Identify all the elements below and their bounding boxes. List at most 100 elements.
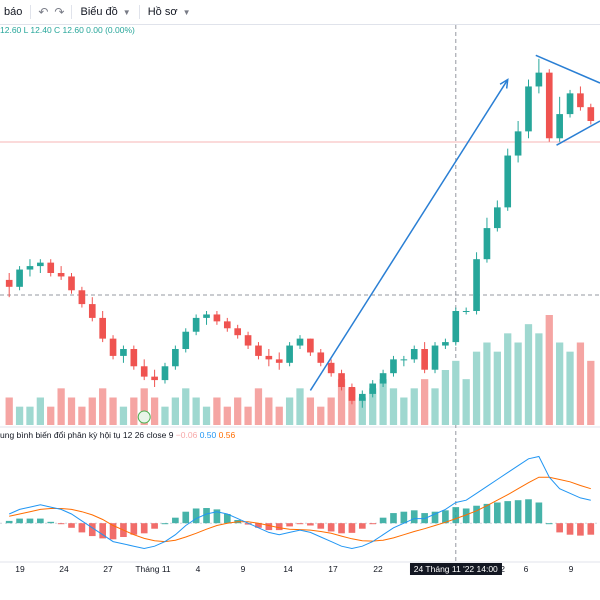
macd-histogram-bar [47,521,55,524]
macd-histogram-bar [556,523,563,533]
candle-body [120,349,127,356]
volume-bar [119,406,128,425]
candle-body [99,317,106,339]
macd-signal-value: 0.56 [218,430,236,440]
macd-histogram-bar [390,513,397,524]
macd-histogram-bar [172,517,179,524]
macd-histogram-bar [483,503,491,524]
macd-histogram-bar [379,517,387,524]
time-axis-label: 9 [568,564,574,574]
macd-histogram-bar [223,514,231,524]
volume-bar [150,397,159,425]
profile-menu-button[interactable]: Hồ sơ ▼ [144,0,195,24]
crosshair-time-label: 24 Tháng 11 '22 14:00 [409,563,502,575]
candle-body [161,366,169,381]
candle-body [431,345,439,370]
macd-histogram-bar [577,523,584,536]
macd-histogram-bar [109,523,117,540]
candle-body [130,349,138,367]
volume-bar [99,388,107,425]
candle-body [358,393,366,401]
macd-histogram-bar [213,509,221,524]
volume-bar [47,406,55,425]
volume-bar [420,379,429,425]
candle-body [504,155,512,208]
volume-bar [254,388,263,425]
macd-histogram-bar [68,523,75,528]
candle-body [327,362,335,374]
toolbar-divider [30,5,32,19]
macd-histogram-bar [358,523,366,529]
triangle-lower-line [556,120,600,146]
candle-body [26,266,34,270]
macd-histogram-bar [431,511,439,524]
alert-button[interactable]: báo [0,0,26,24]
candle-body [525,86,532,132]
candle-body [338,373,345,387]
candle-body [317,352,325,363]
top-toolbar: báo ↶ ↷ Biểu đồ ▼ Hồ sơ ▼ [0,0,600,25]
candle-body [494,207,501,229]
volume-bar [213,397,221,425]
macd-histogram-bar [16,518,23,524]
volume-bar [67,397,76,425]
volume-bar [452,360,460,425]
macd-histogram-bar [286,523,293,527]
volume-bar [285,397,294,425]
candle-body [410,349,418,360]
candle-body [109,338,117,356]
toolbar-divider [71,5,73,19]
volume-bar [431,388,439,425]
event-marker-icon [137,410,151,424]
volume-bar [140,388,148,425]
macd-histogram-bar [545,523,553,525]
volume-bar [462,379,470,425]
candle-body [535,72,543,87]
macd-histogram-bar [400,511,408,524]
macd-histogram-bar [275,523,283,531]
macd-histogram-bar [57,523,65,525]
candle-body [483,228,491,260]
volume-bar [327,397,335,425]
time-axis-label: 22 [373,564,383,574]
macd-line [8,455,591,550]
profile-menu-label: Hồ sơ [147,6,178,18]
candle-body [244,335,252,346]
macd-histogram-bar [255,523,262,528]
volume-bar [192,397,200,425]
time-axis-label: 24 [59,564,69,574]
candle-body [5,279,13,287]
volume-bar [514,342,522,425]
macd-histogram-bar [348,523,356,533]
candle-body [140,366,148,377]
time-axis-label: 14 [283,564,293,574]
time-axis-label: 9 [240,564,246,574]
time-axis-label: 27 [103,564,113,574]
chevron-down-icon: ▼ [182,7,191,17]
candle-body [587,107,595,121]
volume-bar [234,397,242,425]
candle-body [400,359,408,361]
macd-legend-name: ung bình biến đổi phân kỳ hội tụ 12 26 c… [0,430,174,440]
candle-body [37,262,44,267]
macd-histogram-bar [296,523,304,525]
redo-icon[interactable]: ↷ [54,5,65,19]
candle-body [473,259,480,311]
volume-bar [130,397,138,425]
candle-body [203,314,210,318]
macd-histogram-bar [317,523,325,529]
undo-icon[interactable]: ↶ [38,5,49,19]
candle-body [57,273,65,277]
candle-body [151,376,158,381]
macd-histogram-bar [244,523,252,525]
macd-histogram-bar [452,507,460,524]
candle-body [172,349,179,367]
chart-menu-button[interactable]: Biểu đồ ▼ [76,0,134,24]
candle-body [566,93,574,115]
candle-body [556,114,563,139]
macd-histogram-bar [525,499,532,524]
candle-body [421,349,428,370]
macd-histogram-bar [494,502,501,524]
